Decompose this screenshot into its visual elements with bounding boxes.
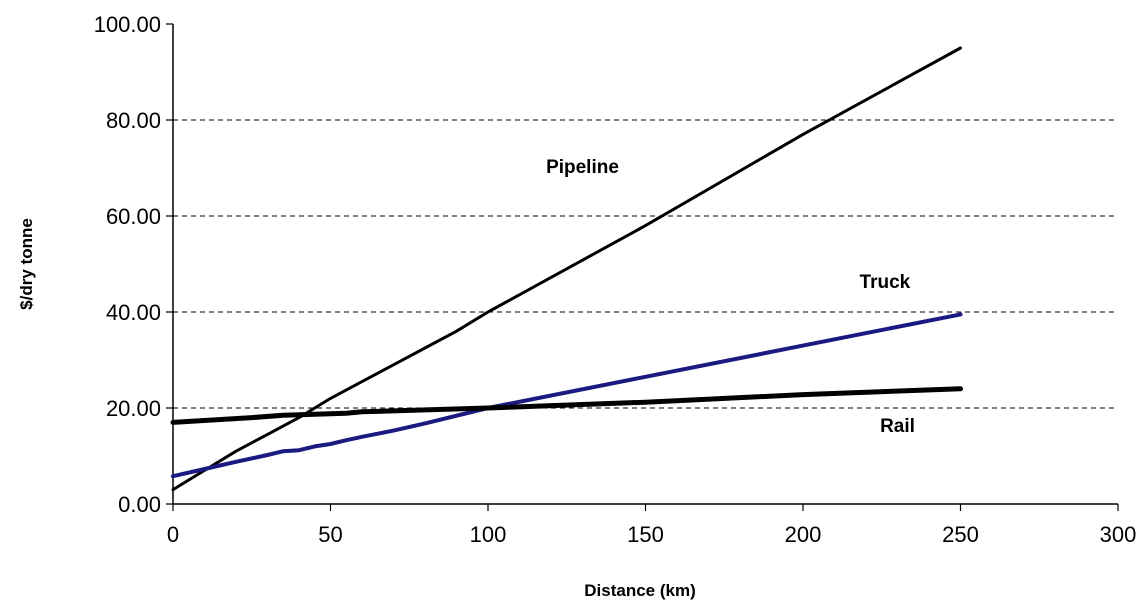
- series-label-truck: Truck: [860, 272, 911, 293]
- y-tick-label: 40.00: [106, 300, 161, 325]
- y-axis-title: $/dry tonne: [17, 218, 36, 310]
- series-line-pipeline: [171, 46, 962, 492]
- x-axis-title: Distance (km): [584, 581, 695, 600]
- series-labels: Pipeline Truck Rail: [546, 157, 915, 437]
- axes: [166, 23, 1119, 511]
- x-tick-label: 200: [785, 522, 822, 547]
- x-tick-label: 300: [1100, 522, 1137, 547]
- series-lines: [170, 46, 963, 492]
- series-label-rail: Rail: [880, 416, 915, 437]
- y-tick-label: 60.00: [106, 204, 161, 229]
- x-tick-label: 0: [167, 522, 179, 547]
- series-line-rail: [170, 386, 963, 425]
- y-tick-label: 100.00: [94, 12, 161, 37]
- y-tick-labels: 0.00 20.00 40.00 60.00 80.00 100.00: [94, 12, 161, 517]
- x-tick-labels: 0 50 100 150 200 250 300: [167, 522, 1136, 547]
- x-tick-label: 50: [318, 522, 342, 547]
- x-tick-label: 250: [942, 522, 979, 547]
- series-line-truck: [171, 312, 963, 479]
- x-tick-label: 150: [627, 522, 664, 547]
- series-label-pipeline: Pipeline: [546, 157, 619, 178]
- y-tick-label: 20.00: [106, 396, 161, 421]
- y-tick-label: 0.00: [118, 492, 161, 517]
- x-tick-label: 100: [470, 522, 507, 547]
- grid-lines: [173, 119, 1118, 409]
- y-tick-label: 80.00: [106, 108, 161, 133]
